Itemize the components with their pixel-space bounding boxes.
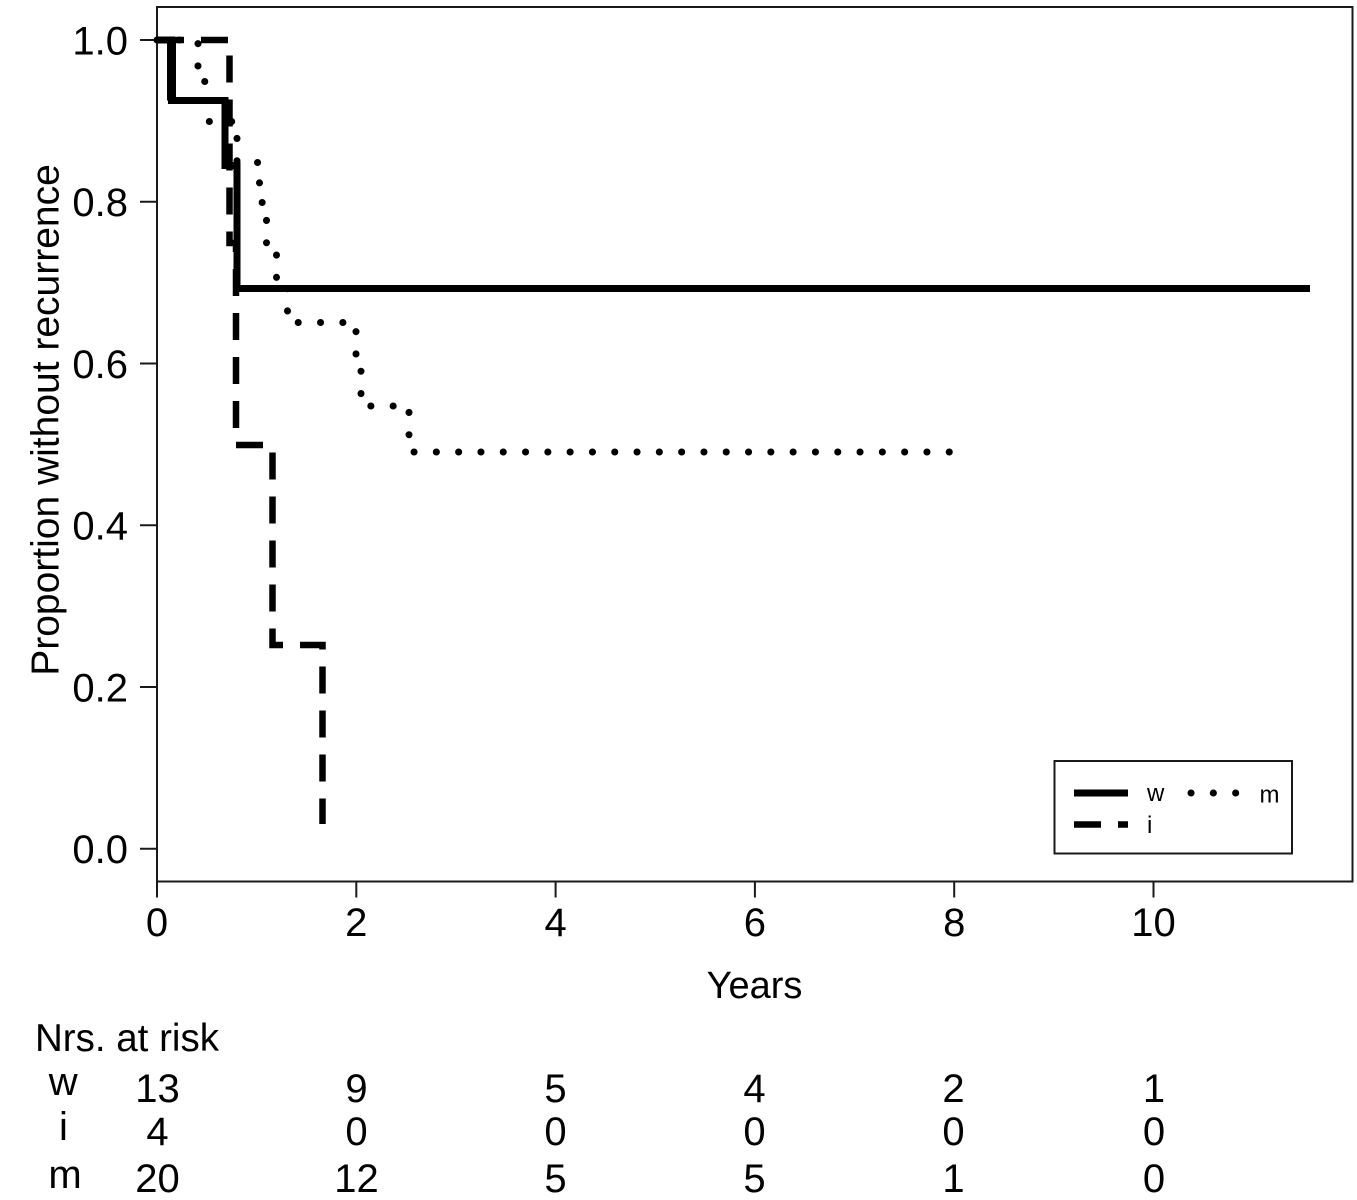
svg-text:Proportion without recurrence: Proportion without recurrence [25, 164, 68, 676]
svg-text:0.0: 0.0 [72, 828, 128, 872]
svg-text:Years: Years [707, 965, 803, 1007]
svg-text:2: 2 [942, 1067, 964, 1111]
svg-text:9: 9 [345, 1067, 367, 1111]
svg-text:4: 4 [743, 1067, 765, 1111]
svg-text:10: 10 [1131, 901, 1176, 945]
svg-text:6: 6 [744, 901, 766, 945]
svg-text:m: m [1260, 782, 1280, 809]
svg-text:4: 4 [544, 901, 566, 945]
svg-text:0.2: 0.2 [72, 666, 128, 710]
svg-text:1: 1 [1143, 1067, 1165, 1111]
svg-text:i: i [59, 1105, 68, 1149]
svg-text:0.6: 0.6 [72, 343, 128, 387]
svg-text:m: m [48, 1153, 81, 1197]
svg-text:0.8: 0.8 [72, 181, 128, 225]
svg-text:1: 1 [942, 1157, 964, 1200]
svg-text:5: 5 [743, 1157, 765, 1200]
svg-text:w: w [48, 1060, 78, 1104]
svg-text:0: 0 [146, 901, 168, 945]
svg-text:5: 5 [544, 1157, 566, 1200]
svg-text:2: 2 [345, 901, 367, 945]
svg-text:5: 5 [544, 1067, 566, 1111]
svg-text:0: 0 [1143, 1110, 1165, 1154]
svg-text:0: 0 [345, 1110, 367, 1154]
svg-text:0: 0 [1143, 1157, 1165, 1200]
svg-text:0: 0 [743, 1110, 765, 1154]
svg-text:13: 13 [135, 1067, 180, 1111]
svg-text:8: 8 [943, 901, 965, 945]
svg-text:w: w [1146, 780, 1165, 807]
svg-text:12: 12 [334, 1157, 379, 1200]
svg-text:Nrs. at risk: Nrs. at risk [35, 1017, 220, 1060]
svg-text:i: i [1147, 812, 1152, 839]
svg-text:20: 20 [135, 1157, 180, 1200]
svg-text:4: 4 [146, 1110, 168, 1154]
svg-text:0.4: 0.4 [72, 505, 128, 549]
svg-text:0: 0 [942, 1110, 964, 1154]
svg-text:0: 0 [544, 1110, 566, 1154]
svg-text:1.0: 1.0 [72, 19, 128, 63]
